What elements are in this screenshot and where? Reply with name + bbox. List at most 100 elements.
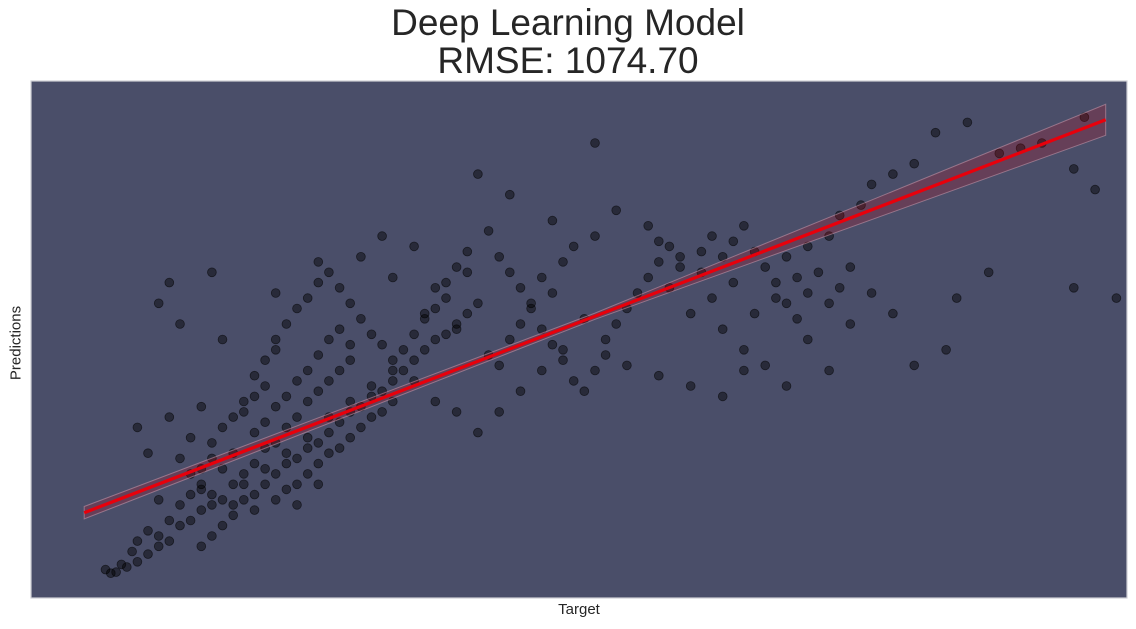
scatter-point <box>239 396 249 407</box>
scatter-point <box>643 221 653 231</box>
scatter-point <box>281 391 292 402</box>
scatter-point <box>143 448 153 459</box>
scatter-point <box>888 308 898 319</box>
scatter-point <box>749 308 760 319</box>
scatter-point <box>536 272 547 283</box>
scatter-point <box>430 334 441 345</box>
scatter-point <box>122 562 132 572</box>
scatter-point <box>781 298 792 309</box>
scatter-point <box>366 412 377 422</box>
scatter-point <box>515 386 526 397</box>
scatter-point <box>717 324 728 335</box>
scatter-point <box>558 257 568 267</box>
scatter-point <box>127 546 137 557</box>
scatter-point <box>494 360 505 371</box>
scatter-point <box>175 319 185 329</box>
scatter-point <box>568 376 579 386</box>
scatter-point <box>1111 293 1122 303</box>
scatter-point <box>409 355 419 366</box>
scatter-point <box>153 298 164 309</box>
scatter-point <box>377 231 387 241</box>
scatter-point <box>824 298 834 309</box>
scatter-point <box>451 262 462 272</box>
scatter-point <box>568 241 579 252</box>
scatter-point <box>515 282 526 293</box>
scatter-point <box>313 438 324 448</box>
scatter-point <box>760 262 770 272</box>
scatter-point <box>292 479 302 490</box>
scatter-point <box>462 308 473 319</box>
scatter-point <box>260 381 270 391</box>
scatter-point <box>888 169 898 179</box>
scatter-point <box>260 479 270 490</box>
scatter-point <box>451 324 462 335</box>
scatter-point <box>845 262 856 272</box>
scatter-point <box>717 391 728 402</box>
scatter-point <box>313 386 324 397</box>
plot-area <box>31 81 1127 598</box>
scatter-point <box>675 262 685 272</box>
scatter-point <box>153 494 164 505</box>
scatter-point <box>228 479 239 490</box>
scatter-point <box>579 386 590 397</box>
scatter-point <box>462 267 473 278</box>
scatter-point <box>302 365 313 376</box>
scatter-point <box>207 489 217 500</box>
scatter-point <box>441 277 451 288</box>
scatter-point <box>547 339 558 350</box>
scatter-point <box>739 221 749 231</box>
scatter-point <box>302 469 313 479</box>
scatter-point <box>302 396 313 407</box>
scatter-point <box>217 520 228 531</box>
scatter-point <box>239 469 249 479</box>
scatter-point <box>473 427 483 438</box>
scatter-point <box>962 117 973 128</box>
regression-line <box>83 118 1107 515</box>
scatter-point <box>1090 184 1100 195</box>
scatter-point <box>116 559 127 570</box>
scatter-point <box>504 267 515 278</box>
scatter-point <box>164 412 175 422</box>
scatter-point <box>675 251 685 262</box>
scatter-point <box>739 344 749 355</box>
scatter-point <box>260 463 270 474</box>
scatter-point <box>707 293 717 303</box>
y-axis-label: Predictions <box>7 305 25 381</box>
scatter-point <box>771 293 781 303</box>
scatter-point <box>611 205 621 216</box>
scatter-point <box>473 169 483 179</box>
scatter-point <box>324 376 334 386</box>
scatter-point <box>558 344 568 355</box>
scatter-point <box>792 272 802 283</box>
scatter-point <box>707 231 717 241</box>
scatter-point <box>536 365 547 376</box>
scatter-point <box>419 313 430 324</box>
scatter-point <box>302 432 313 443</box>
scatter-point <box>1069 164 1079 174</box>
scatter-point <box>653 236 664 247</box>
scatter-point <box>100 564 111 575</box>
scatter-point <box>377 339 387 350</box>
scatter-point <box>281 458 292 469</box>
scatter-point <box>292 453 302 464</box>
scatter-point <box>345 355 356 366</box>
scatter-point <box>951 293 962 303</box>
scatter-point <box>451 407 462 417</box>
scatter-point <box>302 293 313 303</box>
scatter-point <box>217 494 228 505</box>
scatter-point <box>781 251 792 262</box>
scatter-point <box>334 365 345 376</box>
scatter-point <box>153 531 164 541</box>
scatter-point <box>366 329 377 340</box>
scatter-point <box>260 417 270 428</box>
scatter-point <box>558 355 568 366</box>
scatter-point <box>419 308 430 319</box>
scatter-point <box>430 396 441 407</box>
scatter-point <box>143 525 153 536</box>
scatter-point <box>249 505 260 515</box>
scatter-point <box>760 360 770 371</box>
scatter-point <box>356 422 366 433</box>
scatter-point <box>175 520 185 531</box>
scatter-point <box>196 479 207 490</box>
